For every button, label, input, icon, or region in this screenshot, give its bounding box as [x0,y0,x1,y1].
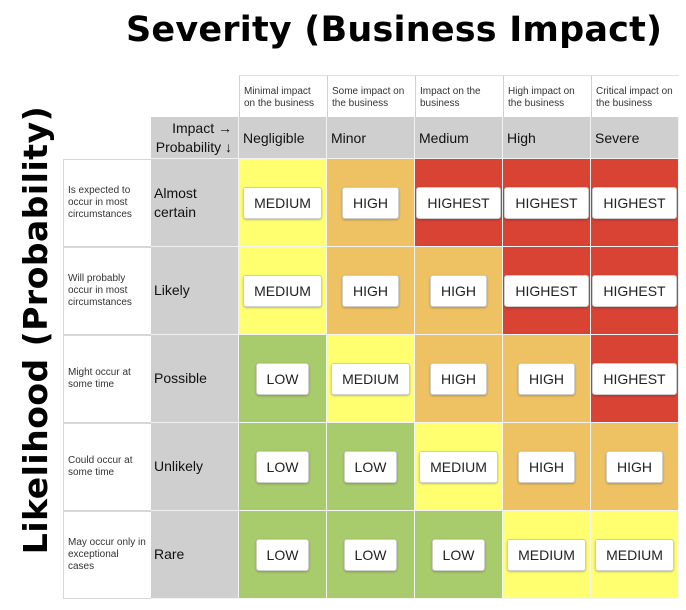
risk-level-badge[interactable]: LOW [255,450,310,483]
risk-level-badge[interactable]: MEDIUM [243,186,322,219]
likelihood-label: Possible [151,335,239,423]
risk-level-badge[interactable]: MEDIUM [419,450,498,483]
likelihood-label: Almost certain [151,159,239,247]
risk-level-badge[interactable]: HIGHEST [592,186,677,219]
axis-corner-label: Impact → Probability ↓ [151,117,239,159]
risk-cell: HIGH [503,423,591,511]
risk-level-badge[interactable]: LOW [343,538,398,571]
risk-cell: LOW [239,423,327,511]
severity-desc-medium: Impact on the business [415,75,503,117]
risk-cell: HIGHEST [591,159,679,247]
risk-level-badge[interactable]: HIGHEST [504,186,589,219]
likelihood-label: Rare [151,511,239,599]
likelihood-desc: Will probably occur in most circumstance… [63,247,151,335]
risk-level-badge[interactable]: HIGH [606,450,663,483]
severity-header-minor: Minor [327,117,415,159]
likelihood-desc: Might occur at some time [63,335,151,423]
page-title: Severity (Business Impact) [126,10,663,50]
risk-cell: HIGHEST [591,335,679,423]
severity-header-severe: Severe [591,117,679,159]
risk-cell: HIGHEST [503,247,591,335]
risk-cell: HIGH [591,423,679,511]
risk-level-badge[interactable]: HIGH [342,274,399,307]
risk-cell: MEDIUM [239,159,327,247]
risk-level-badge[interactable]: HIGH [430,362,487,395]
risk-cell: MEDIUM [503,511,591,599]
risk-level-badge[interactable]: MEDIUM [595,538,674,571]
risk-cell: MEDIUM [415,423,503,511]
risk-cell: HIGH [503,335,591,423]
risk-level-badge[interactable]: HIGHEST [416,186,501,219]
blank-cell [63,75,151,117]
risk-cell: HIGHEST [415,159,503,247]
likelihood-desc: Is expected to occur in most circumstanc… [63,159,151,247]
risk-cell: LOW [327,511,415,599]
corner-impact-label: Impact → [172,120,232,136]
risk-matrix: Minimal impact on the business Some impa… [63,75,679,599]
risk-cell: HIGHEST [591,247,679,335]
severity-header-medium: Medium [415,117,503,159]
severity-header-high: High [503,117,591,159]
risk-cell: MEDIUM [239,247,327,335]
severity-desc-negligible: Minimal impact on the business [239,75,327,117]
severity-desc-minor: Some impact on the business [327,75,415,117]
risk-level-badge[interactable]: LOW [431,538,486,571]
risk-cell: LOW [239,335,327,423]
corner-probability-label: Probability ↓ [155,139,232,155]
risk-level-badge[interactable]: HIGHEST [504,274,589,307]
risk-cell: HIGH [415,335,503,423]
risk-level-badge[interactable]: MEDIUM [331,362,410,395]
severity-header-negligible: Negligible [239,117,327,159]
likelihood-label: Unlikely [151,423,239,511]
risk-cell: HIGHEST [503,159,591,247]
severity-desc-high: High impact on the business [503,75,591,117]
risk-level-badge[interactable]: HIGHEST [592,362,677,395]
likelihood-label: Likely [151,247,239,335]
risk-cell: LOW [327,423,415,511]
risk-level-badge[interactable]: MEDIUM [243,274,322,307]
likelihood-desc: Could occur at some time [63,423,151,511]
likelihood-desc: May occur only in exceptional cases [63,511,151,599]
risk-level-badge[interactable]: LOW [343,450,398,483]
risk-cell: LOW [415,511,503,599]
risk-level-badge[interactable]: HIGH [430,274,487,307]
risk-cell: HIGH [327,159,415,247]
risk-cell: HIGH [415,247,503,335]
blank-cell [151,75,239,117]
likelihood-axis-title: Likelihood (Probability) [16,105,55,555]
risk-level-badge[interactable]: HIGH [342,186,399,219]
risk-cell: LOW [239,511,327,599]
risk-level-badge[interactable]: HIGH [518,450,575,483]
blank-cell [63,117,151,159]
risk-level-badge[interactable]: LOW [255,538,310,571]
severity-desc-severe: Critical impact on the business [591,75,679,117]
risk-cell: MEDIUM [327,335,415,423]
risk-level-badge[interactable]: MEDIUM [507,538,586,571]
risk-cell: HIGH [327,247,415,335]
risk-level-badge[interactable]: HIGHEST [592,274,677,307]
risk-cell: MEDIUM [591,511,679,599]
risk-level-badge[interactable]: LOW [255,362,310,395]
risk-level-badge[interactable]: HIGH [518,362,575,395]
